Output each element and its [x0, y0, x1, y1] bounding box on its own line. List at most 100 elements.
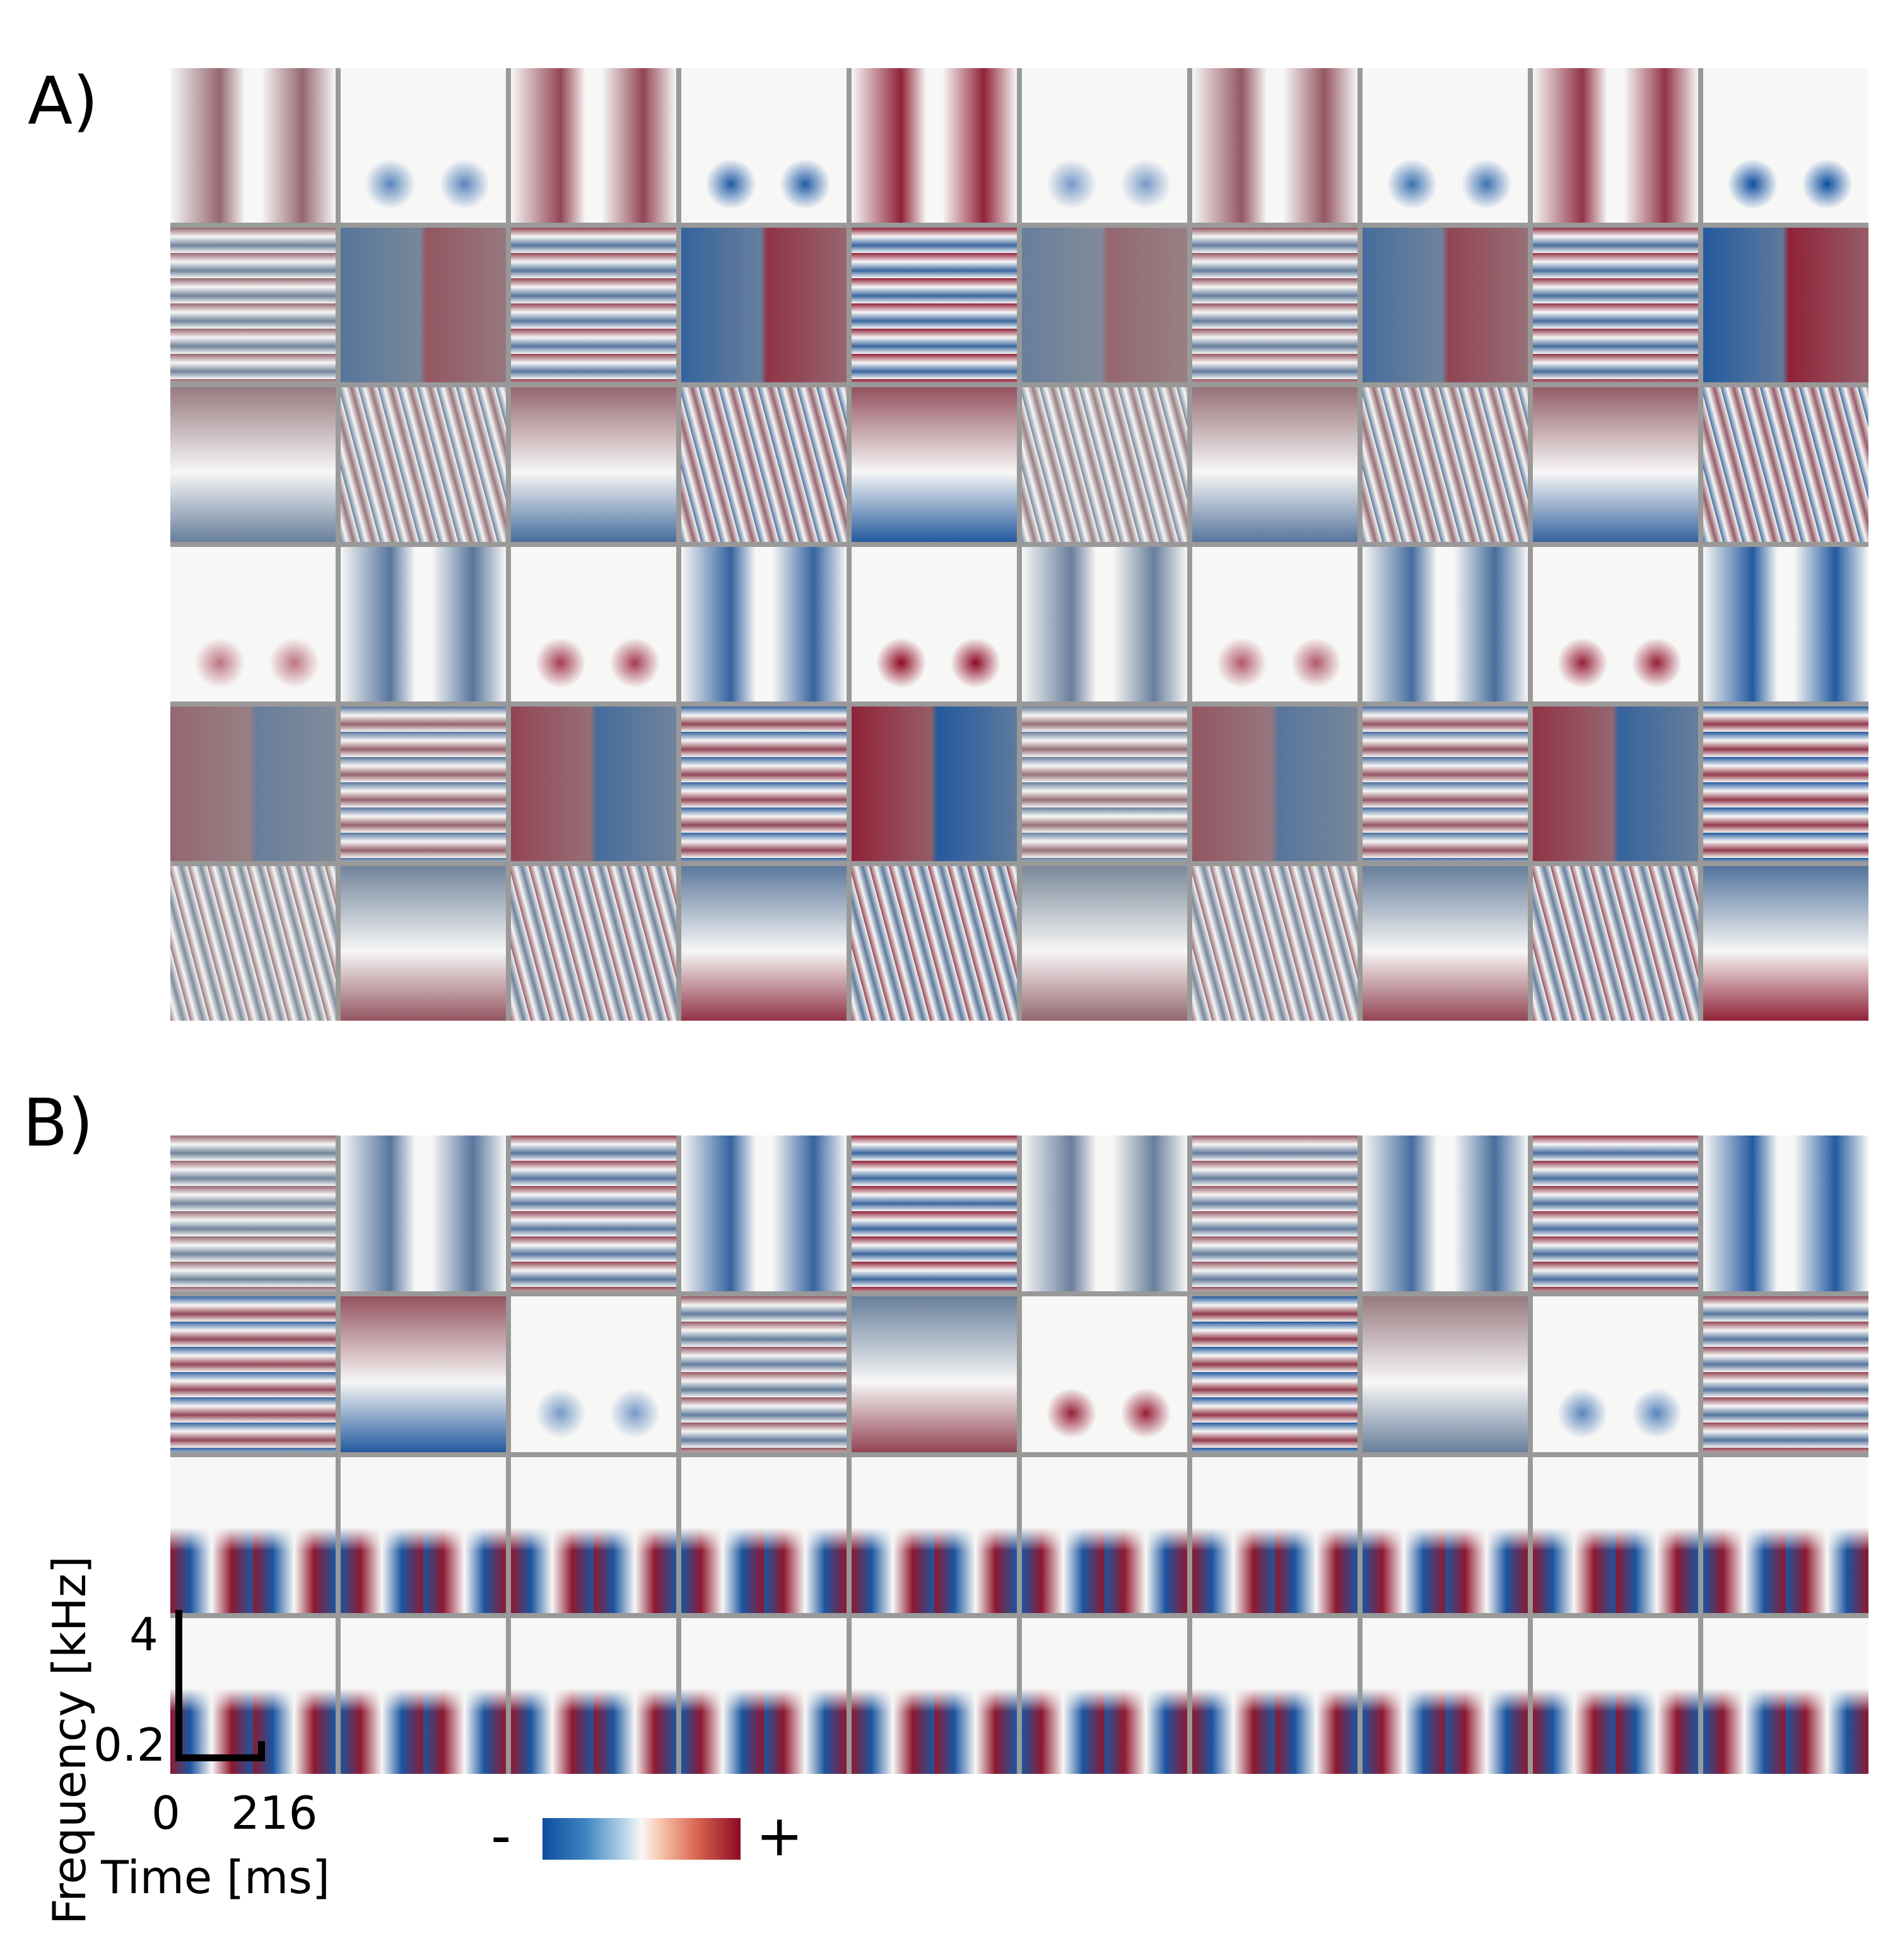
- a-tile-r5-c8: [1363, 707, 1528, 861]
- a-tile-r2-c2: [341, 228, 506, 382]
- a-tile-r3-c10: [1703, 387, 1868, 542]
- a-tile-r6-c7: [1192, 866, 1358, 1021]
- time-scale-bar: [175, 1754, 265, 1761]
- a-tile-r4-c6: [1022, 547, 1187, 701]
- a-tile-r3-c2: [341, 387, 506, 542]
- b-tile-r4-c6: [1022, 1618, 1187, 1774]
- a-tile-r2-c8: [1363, 228, 1528, 382]
- a-tile-r4-c7: [1192, 547, 1358, 701]
- b-tile-r2-c8: [1363, 1296, 1528, 1452]
- colorbar-plus-label: +: [756, 1803, 804, 1869]
- b-tile-r2-c1: [170, 1296, 336, 1452]
- a-tile-r3-c3: [511, 387, 676, 542]
- a-tile-r4-c5: [852, 547, 1017, 701]
- x-tick-right: 216: [231, 1787, 318, 1840]
- panel-a-label: A): [28, 62, 98, 139]
- a-tile-r5-c2: [341, 707, 506, 861]
- a-tile-r5-c9: [1533, 707, 1698, 861]
- a-tile-r1-c6: [1022, 68, 1187, 223]
- a-tile-r5-c1: [170, 707, 336, 861]
- b-tile-r1-c2: [341, 1136, 506, 1291]
- a-tile-r5-c7: [1192, 707, 1358, 861]
- a-tile-r2-c5: [852, 228, 1017, 382]
- a-tile-r3-c8: [1363, 387, 1528, 542]
- colorbar-minus-label: -: [491, 1803, 512, 1869]
- b-tile-r1-c6: [1022, 1136, 1187, 1291]
- b-tile-r2-c7: [1192, 1296, 1358, 1452]
- b-tile-r3-c10: [1703, 1457, 1868, 1613]
- a-tile-r1-c2: [341, 68, 506, 223]
- a-tile-r3-c4: [681, 387, 847, 542]
- a-tile-r4-c9: [1533, 547, 1698, 701]
- a-tile-r6-c10: [1703, 866, 1868, 1021]
- a-tile-r5-c6: [1022, 707, 1187, 861]
- b-tile-r4-c3: [511, 1618, 676, 1774]
- x-axis-label: Time [ms]: [101, 1851, 330, 1904]
- a-tile-r6-c3: [511, 866, 676, 1021]
- b-tile-r3-c6: [1022, 1457, 1187, 1613]
- b-tile-r1-c5: [852, 1136, 1017, 1291]
- b-tile-r4-c5: [852, 1618, 1017, 1774]
- b-tile-r1-c7: [1192, 1136, 1358, 1291]
- a-tile-r3-c7: [1192, 387, 1358, 542]
- a-tile-r6-c1: [170, 866, 336, 1021]
- b-tile-r1-c1: [170, 1136, 336, 1291]
- a-tile-r1-c9: [1533, 68, 1698, 223]
- a-tile-r6-c2: [341, 866, 506, 1021]
- time-scale-bar-tick: [258, 1741, 265, 1761]
- b-tile-r3-c3: [511, 1457, 676, 1613]
- b-tile-r2-c10: [1703, 1296, 1868, 1452]
- b-tile-r1-c3: [511, 1136, 676, 1291]
- b-tile-r4-c9: [1533, 1618, 1698, 1774]
- b-tile-r2-c6: [1022, 1296, 1187, 1452]
- b-tile-r3-c9: [1533, 1457, 1698, 1613]
- a-tile-r4-c10: [1703, 547, 1868, 701]
- frequency-scale-bar: [175, 1610, 182, 1761]
- y-axis-label: Frequency [kHz]: [43, 1556, 96, 1925]
- a-tile-r2-c3: [511, 228, 676, 382]
- b-tile-r1-c8: [1363, 1136, 1528, 1291]
- b-tile-r3-c8: [1363, 1457, 1528, 1613]
- a-tile-r6-c4: [681, 866, 847, 1021]
- b-tile-r1-c4: [681, 1136, 847, 1291]
- b-tile-r1-c10: [1703, 1136, 1868, 1291]
- x-tick-left: 0: [151, 1787, 180, 1840]
- b-tile-r2-c4: [681, 1296, 847, 1452]
- a-tile-r6-c5: [852, 866, 1017, 1021]
- a-tile-r2-c6: [1022, 228, 1187, 382]
- b-tile-r4-c10: [1703, 1618, 1868, 1774]
- a-tile-r1-c8: [1363, 68, 1528, 223]
- a-tile-r2-c10: [1703, 228, 1868, 382]
- a-tile-r2-c1: [170, 228, 336, 382]
- b-tile-r3-c2: [341, 1457, 506, 1613]
- a-tile-r2-c4: [681, 228, 847, 382]
- b-tile-r2-c5: [852, 1296, 1017, 1452]
- b-tile-r1-c9: [1533, 1136, 1698, 1291]
- a-tile-r1-c5: [852, 68, 1017, 223]
- a-tile-r6-c6: [1022, 866, 1187, 1021]
- b-tile-r2-c9: [1533, 1296, 1698, 1452]
- a-tile-r3-c5: [852, 387, 1017, 542]
- panel-b-grid: [170, 1136, 1868, 1774]
- a-tile-r6-c8: [1363, 866, 1528, 1021]
- a-tile-r4-c1: [170, 547, 336, 701]
- a-tile-r1-c3: [511, 68, 676, 223]
- a-tile-r5-c4: [681, 707, 847, 861]
- a-tile-r2-c9: [1533, 228, 1698, 382]
- y-tick-bottom: 0.2: [93, 1718, 166, 1771]
- a-tile-r1-c1: [170, 68, 336, 223]
- b-tile-r2-c2: [341, 1296, 506, 1452]
- y-tick-top: 4: [129, 1608, 158, 1661]
- a-tile-r4-c4: [681, 547, 847, 701]
- a-tile-r4-c8: [1363, 547, 1528, 701]
- a-tile-r3-c9: [1533, 387, 1698, 542]
- b-tile-r3-c5: [852, 1457, 1017, 1613]
- a-tile-r3-c1: [170, 387, 336, 542]
- a-tile-r5-c5: [852, 707, 1017, 861]
- b-tile-r4-c1: [170, 1618, 336, 1774]
- b-tile-r3-c4: [681, 1457, 847, 1613]
- b-tile-r4-c2: [341, 1618, 506, 1774]
- a-tile-r5-c3: [511, 707, 676, 861]
- b-tile-r4-c8: [1363, 1618, 1528, 1774]
- b-tile-r3-c7: [1192, 1457, 1358, 1613]
